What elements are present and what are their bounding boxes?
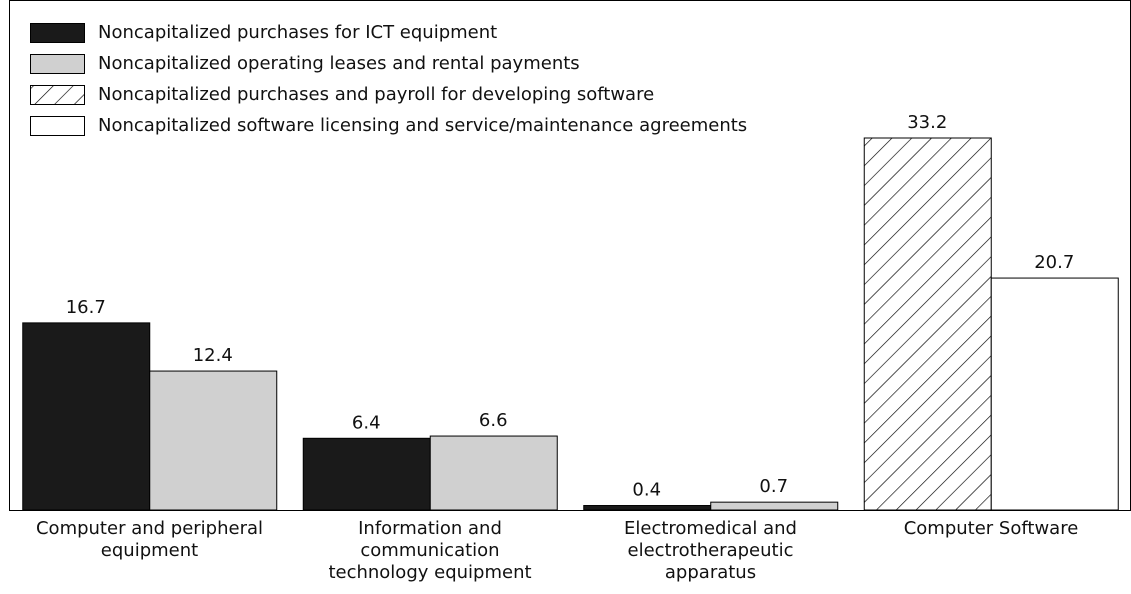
bar [863,137,992,511]
legend-label: Noncapitalized purchases for ICT equipme… [98,22,497,43]
value-label: 33.2 [907,112,947,133]
legend-label: Noncapitalized purchases and payroll for… [98,84,654,105]
bar [429,435,558,511]
bar [302,437,431,511]
value-label: 0.7 [759,476,788,497]
value-label: 12.4 [193,345,233,366]
x-tick-label: Computer Software [903,518,1079,539]
value-label: 6.6 [479,410,508,431]
value-label: 0.4 [632,480,661,501]
bar [710,501,839,511]
legend-swatch [30,116,85,136]
bar [990,277,1119,511]
bar [22,322,151,511]
legend-label: Noncapitalized software licensing and se… [98,115,747,136]
legend-swatch [30,85,85,105]
value-label: 16.7 [66,297,106,318]
bar [149,370,278,511]
x-tick-label: Computer and peripheral equipment [35,518,264,561]
legend-swatch [30,54,85,74]
value-label: 20.7 [1034,252,1074,273]
value-label: 6.4 [352,412,381,433]
legend-label: Noncapitalized operating leases and rent… [98,53,580,74]
x-tick-label: Electromedical and electrotherapeutic ap… [624,518,797,583]
x-tick-label: Information and communication technology… [328,518,532,583]
bar [583,505,712,511]
legend-swatch [30,23,85,43]
